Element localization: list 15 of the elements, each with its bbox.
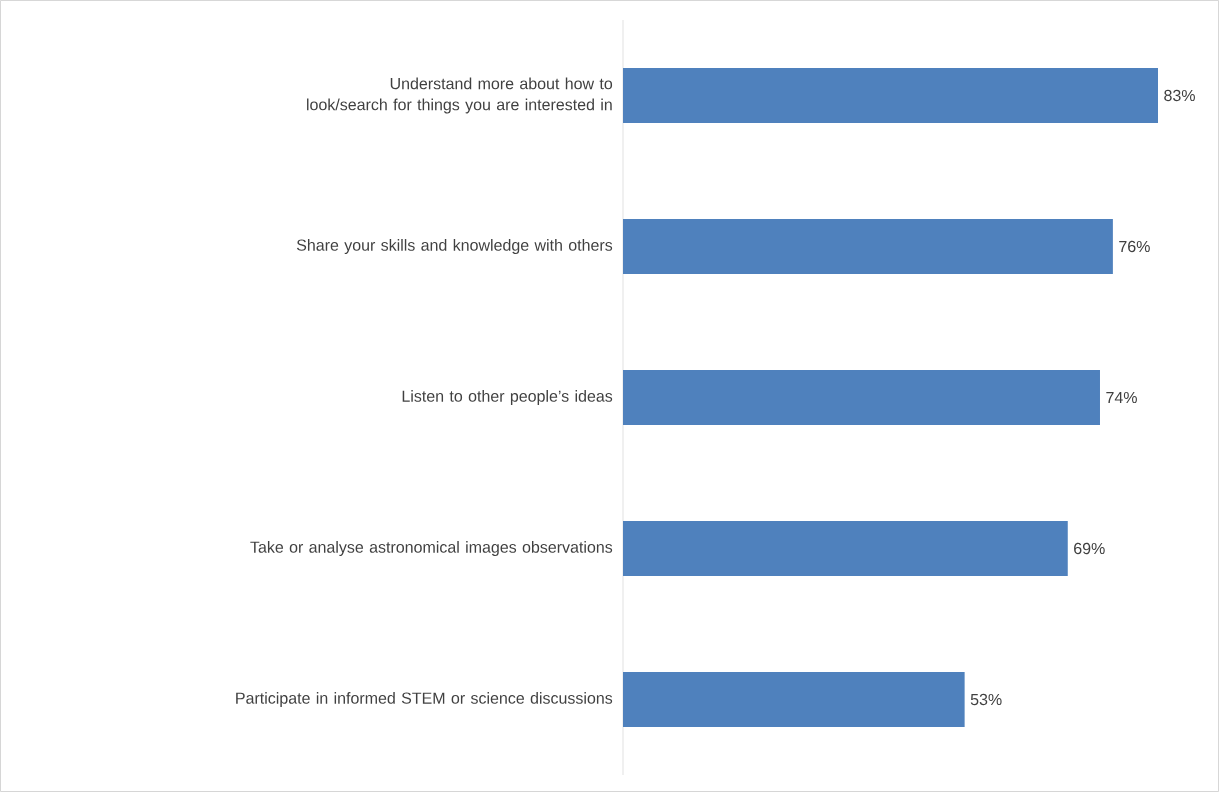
y-tick-label: Listen to other people’s ideas bbox=[402, 390, 613, 405]
bar bbox=[623, 521, 1068, 576]
bar bbox=[623, 672, 965, 728]
y-tick-label: Share your skills and knowledge with others bbox=[296, 239, 613, 254]
y-tick-label: Understand more about how to look/search for things you are interested in bbox=[307, 77, 613, 114]
data-label: 53% bbox=[970, 693, 1002, 706]
data-label: 69% bbox=[1074, 542, 1105, 555]
data-label: 83% bbox=[1164, 89, 1195, 102]
bar bbox=[623, 370, 1100, 425]
y-tick-label: Participate in informed STEM or science discussions bbox=[236, 692, 613, 707]
bar bbox=[623, 68, 1158, 123]
y-tick-label: Take or analyse astronomical images observations bbox=[250, 541, 613, 556]
data-label: 74% bbox=[1106, 391, 1137, 404]
bar bbox=[623, 219, 1113, 274]
data-label: 76% bbox=[1119, 240, 1150, 253]
